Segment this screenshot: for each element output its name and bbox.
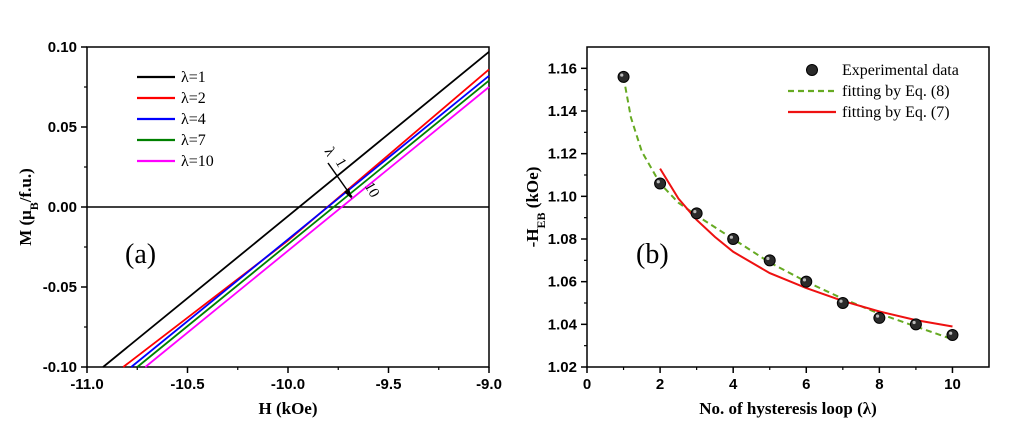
panel-b: 0 2 4 6 8 10 1.02 1.04 1.06 1.08 1.10 1.12 1.14 1.16… xyxy=(523,46,990,418)
data-point-highlight xyxy=(693,210,697,214)
panel-b-y-tick-label: 1.10 xyxy=(548,188,577,205)
panel-a-y-label: M (μB/f.u.) xyxy=(16,168,41,246)
legend-label-experimental-data: Experimental data xyxy=(842,62,959,79)
panel-b-y-tick-label: 1.02 xyxy=(548,359,577,376)
data-point-highlight xyxy=(620,73,624,77)
data-point-highlight xyxy=(875,314,880,318)
panel-b-y-tick-label: 1.04 xyxy=(548,316,578,333)
panel-b-y-label-main: -H xyxy=(523,228,542,247)
data-point-highlight xyxy=(912,320,916,325)
panel-a-x-label: H (kOe) xyxy=(258,399,317,418)
panel-a-y-ticks: -0.10 -0.05 0.00 0.05 0.10 xyxy=(43,39,87,376)
data-point-highlight xyxy=(729,235,733,239)
panel-a-y-tick-label: 0.10 xyxy=(48,39,77,56)
data-point xyxy=(654,177,667,190)
data-point xyxy=(690,207,703,220)
lambda-arrow-label: λ xyxy=(321,145,339,160)
panel-a-y-tick-label: 0.05 xyxy=(48,119,77,136)
series-line-fitting-by-eq-7 xyxy=(659,168,953,328)
legend-swatch-experimental-data xyxy=(806,64,818,76)
panel-b-y-tick-label: 1.08 xyxy=(548,231,577,248)
lambda-arrow-end: 10 xyxy=(361,180,382,201)
panel-a-legend: λ=1 λ=2 λ=4 λ=7 λ=10 xyxy=(137,69,214,170)
panel-b-x-tick-label: 4 xyxy=(729,376,738,393)
panel-a-y-label-tail: /f.u.) xyxy=(16,168,35,203)
panel-b-x-tick-label: 8 xyxy=(875,376,883,393)
panel-a-y-tick-label: 0.00 xyxy=(48,199,77,216)
panel-a-label: (a) xyxy=(125,239,156,270)
panel-a-x-ticks: -11.0 -10.5 -10.0 -9.5 -9.0 xyxy=(70,367,502,393)
legend-label-fitting-by-eq-8: fitting by Eq. (8) xyxy=(842,83,950,100)
lambda-arrow-head xyxy=(344,188,352,199)
panel-b-frame xyxy=(586,46,990,368)
data-point xyxy=(836,297,849,309)
panel-b-y-tick-label: 1.06 xyxy=(548,274,577,291)
panel-b-y-tick-label: 1.14 xyxy=(548,103,578,120)
panel-a-x-tick-label: -10.5 xyxy=(170,376,204,393)
data-point-highlight xyxy=(656,180,660,184)
legend-label-2: λ=2 xyxy=(181,90,206,107)
panel-b-x-tick-label: 0 xyxy=(583,376,591,393)
panel-a: -11.0 -10.5 -10.0 -9.5 -9.0 -0.10 -0.05 0.00 0.… xyxy=(16,39,502,418)
series-line-10 xyxy=(144,86,490,368)
legend-label-fitting-by-eq-7: fitting by Eq. (7) xyxy=(842,104,950,121)
panel-a-y-label-main: M (μ xyxy=(16,210,35,246)
panel-a-x-tick-label: -11.0 xyxy=(70,376,103,393)
legend-label-10: λ=10 xyxy=(181,153,214,170)
panel-a-x-tick-label: -9.0 xyxy=(476,376,502,393)
series-line-4 xyxy=(130,75,490,368)
panel-b-y-tick-label: 1.12 xyxy=(548,146,577,163)
panel-b-x-label: No. of hysteresis loop (λ) xyxy=(699,399,877,418)
data-point xyxy=(946,329,959,341)
series-line-7 xyxy=(136,79,490,368)
panel-b-x-ticks: 0 2 4 6 8 10 xyxy=(583,367,961,393)
panel-b-legend: Experimental data fitting by Eq. (8) fitti… xyxy=(788,62,959,121)
panel-b-series xyxy=(617,70,959,341)
panel-a-y-tick-label: -0.10 xyxy=(43,359,77,376)
panel-b-y-tick-label: 1.16 xyxy=(548,60,577,77)
legend-label-7: λ=7 xyxy=(181,132,206,149)
panel-a-y-label-sub: B xyxy=(27,202,41,210)
legend-label-4: λ=4 xyxy=(181,111,206,128)
panel-a-x-tick-label: -10.0 xyxy=(271,376,305,393)
series-line-1 xyxy=(102,51,490,368)
data-point xyxy=(873,311,886,324)
data-point xyxy=(909,318,922,331)
panel-b-x-tick-label: 10 xyxy=(944,376,961,393)
panel-b-label: (b) xyxy=(636,239,669,270)
data-point-highlight xyxy=(766,256,770,261)
panel-b-y-label: -HEB (kOe) xyxy=(523,167,548,248)
data-point-highlight xyxy=(949,331,953,335)
panel-b-x-tick-label: 6 xyxy=(802,376,810,393)
data-point-highlight xyxy=(802,278,807,282)
panel-a-x-tick-label: -9.5 xyxy=(376,376,402,393)
data-point xyxy=(800,275,813,288)
series-line-2 xyxy=(122,68,490,368)
panel-b-x-tick-label: 2 xyxy=(656,376,664,393)
legend-label-1: λ=1 xyxy=(181,69,206,86)
panel-b-y-label-sub: EB xyxy=(534,212,548,228)
panel-a-series xyxy=(102,51,490,368)
data-point xyxy=(763,254,776,267)
data-point xyxy=(617,70,630,83)
panel-a-y-tick-label: -0.05 xyxy=(43,279,77,296)
panel-b-y-label-tail: (kOe) xyxy=(523,167,542,213)
data-point xyxy=(727,233,740,245)
data-point-highlight xyxy=(839,299,843,303)
panel-b-y-ticks: 1.02 1.04 1.06 1.08 1.10 1.12 1.14 1.16 xyxy=(548,60,587,376)
